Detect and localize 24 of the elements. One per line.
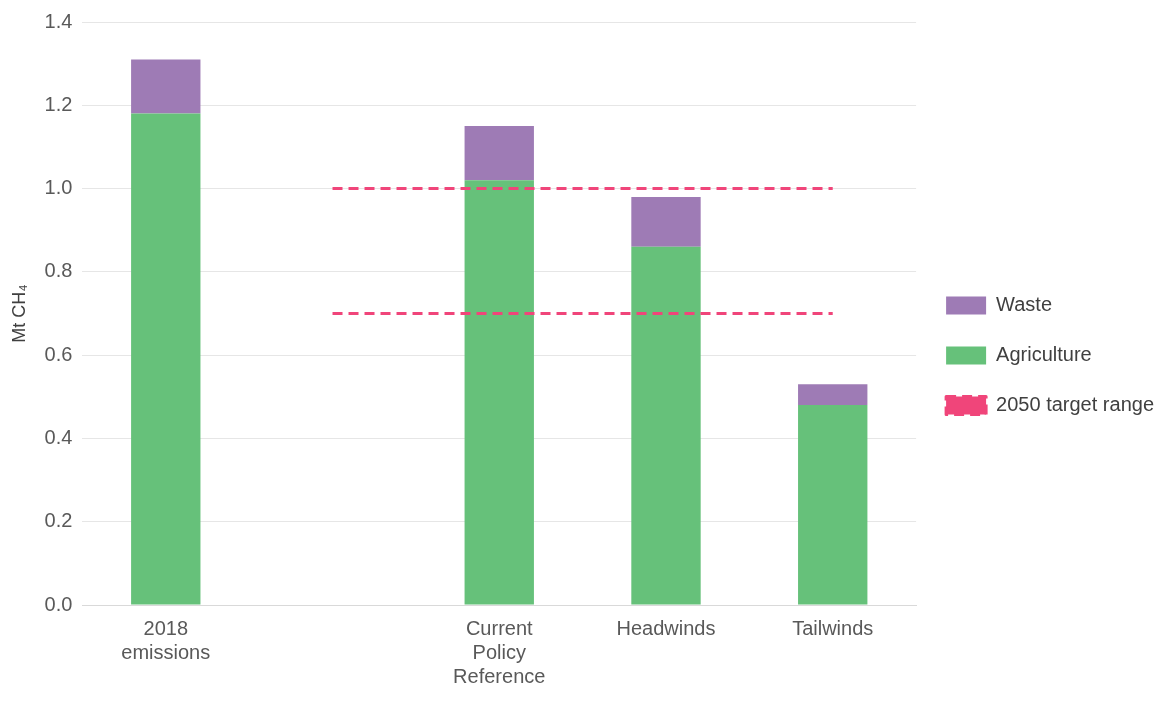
y-tick-label: 1.0 [44,176,73,199]
y-tick-label: 1.2 [44,92,73,115]
y-axis-title: Mt CH₄ [8,284,29,343]
bar [131,113,201,605]
y-tick-label: 0.8 [44,259,73,282]
x-tick-label: Current Policy Reference [453,616,546,687]
bar [798,384,868,406]
bar [631,246,701,605]
legend-label: Agriculture [996,343,1092,366]
bar [464,180,534,605]
y-tick-label: 0.0 [44,592,73,615]
bar [131,59,201,114]
y-tick-label: 1.4 [44,9,73,32]
x-tick-label: 2018 emissions [121,616,211,663]
legend-label: 2050 target range [996,393,1155,416]
y-tick-label: 0.2 [44,509,73,532]
legend-label: Waste [996,293,1053,316]
x-tick-label: Headwinds [616,616,716,639]
bar [798,405,868,605]
x-tick-label: Tailwinds [792,616,874,639]
bar [631,196,701,247]
y-tick-label: 0.4 [44,425,73,448]
bar [464,126,534,181]
y-tick-label: 0.6 [44,342,73,365]
